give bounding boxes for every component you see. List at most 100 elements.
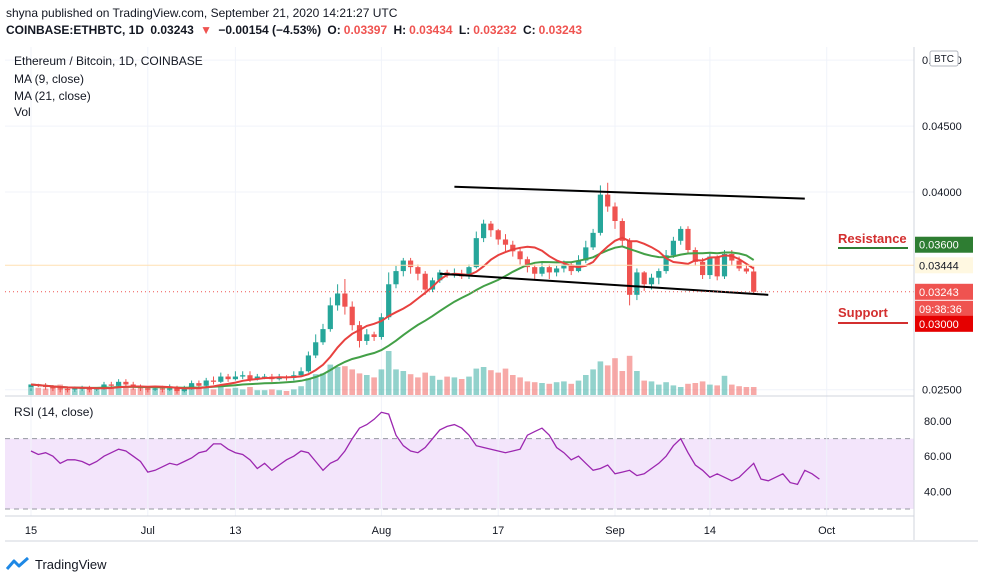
- volume-bar: [210, 389, 217, 395]
- candle-body: [181, 388, 187, 392]
- volume-bar: [707, 384, 713, 395]
- volume-bar: [444, 376, 450, 395]
- tradingview-logo[interactable]: TradingView: [6, 556, 107, 572]
- candle-body: [123, 381, 129, 385]
- candle-body: [685, 228, 691, 250]
- candle-body: [203, 380, 209, 386]
- candle-body: [656, 271, 662, 278]
- candle-body: [305, 355, 311, 372]
- candle-body: [627, 240, 633, 295]
- time-tick-label: Jul: [141, 525, 155, 537]
- candle-body: [210, 380, 217, 382]
- volume-bar: [130, 388, 136, 395]
- volume-bar: [218, 387, 224, 395]
- candle-body: [612, 206, 618, 221]
- ma9-line: [30, 236, 755, 390]
- volume-bar: [407, 374, 414, 395]
- candle-body: [736, 260, 742, 269]
- vol-legend[interactable]: Vol: [14, 105, 31, 119]
- candle-body: [437, 272, 443, 281]
- volume-bar: [203, 387, 209, 395]
- volume-bar: [480, 367, 487, 395]
- publish-info: shyna published on TradingView.com, Sept…: [6, 6, 398, 20]
- currency-badge[interactable]: [929, 50, 959, 67]
- ma21-legend[interactable]: MA (21, close): [14, 89, 91, 103]
- volume-bar: [750, 387, 757, 395]
- rsi-line: [30, 411, 820, 486]
- candle-body: [502, 239, 509, 245]
- volume-bar: [356, 373, 363, 395]
- volume-bar: [312, 374, 319, 395]
- candle-body: [320, 329, 326, 343]
- volume-bar: [247, 387, 253, 395]
- candle-body: [729, 253, 735, 261]
- volume-bar: [298, 386, 304, 395]
- volume-bar: [101, 385, 107, 395]
- candle-body: [561, 264, 567, 269]
- volume-bar: [619, 371, 626, 395]
- candle-body: [247, 375, 253, 380]
- candle-body: [488, 223, 494, 231]
- volume-bar: [663, 382, 669, 395]
- time-tick-label: Aug: [372, 525, 392, 537]
- volume-bar: [546, 383, 553, 395]
- candle-body: [743, 268, 749, 272]
- volume-bar: [517, 377, 523, 395]
- price-pane: [5, 47, 915, 395]
- price-change: −0.00154 (−4.53%): [218, 23, 322, 37]
- volume-bar: [473, 368, 480, 395]
- candle-body: [619, 221, 625, 241]
- candle-body: [400, 260, 406, 272]
- candle-body: [64, 389, 71, 391]
- volume-bar: [159, 390, 166, 395]
- time-tick-label: 17: [492, 525, 504, 537]
- rsi-legend[interactable]: RSI (14, close): [14, 405, 94, 419]
- volume-bar: [415, 377, 421, 395]
- volume-bar: [553, 382, 560, 395]
- candle-body: [590, 232, 596, 248]
- volume-bar: [583, 375, 589, 395]
- chart-title[interactable]: Ethereum / Bitcoin, 1D, COINBASE: [14, 54, 203, 68]
- candle-body: [517, 251, 523, 260]
- candle-body: [554, 268, 560, 273]
- volume-bar: [721, 375, 728, 395]
- support-underline: [838, 322, 908, 324]
- candle-body: [481, 223, 487, 239]
- upper-trendline: [454, 185, 805, 200]
- volume-bar: [429, 375, 436, 395]
- volume-bar: [42, 388, 49, 395]
- volume-bar: [612, 358, 618, 395]
- volume-bar: [137, 388, 144, 395]
- low-label: L:: [458, 23, 471, 37]
- candle-body: [700, 261, 706, 276]
- candle-body: [189, 383, 195, 389]
- candle-body: [670, 240, 676, 256]
- last-price: 0.03243: [150, 23, 194, 37]
- candle-body: [634, 272, 640, 295]
- candle-body: [473, 238, 479, 268]
- volume-bar: [729, 384, 735, 395]
- current-price-badge-text: 0.03444: [919, 260, 959, 272]
- candle-body: [422, 273, 428, 290]
- volume-bar: [79, 390, 85, 395]
- candle-body: [364, 334, 370, 341]
- ma9-legend[interactable]: MA (9, close): [14, 72, 85, 86]
- candle-body: [415, 267, 421, 274]
- volume-bar: [254, 390, 261, 395]
- candle-body: [356, 325, 363, 341]
- support-price-badge-text: 0.03000: [919, 319, 959, 331]
- open-label: O:: [327, 23, 341, 37]
- volume-bar: [488, 370, 494, 395]
- candle-body: [145, 388, 151, 390]
- volume-bar: [502, 368, 509, 395]
- volume-bar: [736, 386, 742, 395]
- candle-body: [692, 250, 698, 262]
- volume-bar: [400, 371, 407, 395]
- time-tick-label: 13: [229, 525, 241, 537]
- candle-body: [116, 381, 122, 386]
- volume-bar: [458, 379, 465, 395]
- candle-body: [583, 247, 589, 261]
- volume-bar: [568, 383, 574, 395]
- candle-body: [678, 228, 684, 241]
